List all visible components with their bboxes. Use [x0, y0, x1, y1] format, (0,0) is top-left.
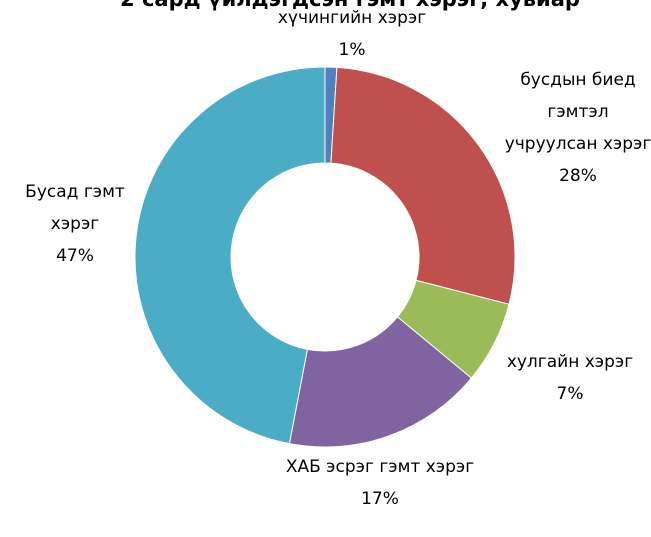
donut-slice — [134, 66, 326, 445]
chart-title: 2 сард үйлдэгдсэн гэмт хэрэг, хувиар — [0, 0, 651, 11]
category-label: бусдын биед гэмтэл учруулсан хэрэг — [504, 70, 651, 154]
category-label: хүчингийн хэрэг — [277, 8, 427, 28]
category-label: хулгайн хэрэг — [506, 352, 634, 372]
value-label: 28% — [559, 166, 597, 186]
slice-label: хулгайн хэрэг 7% — [485, 346, 651, 410]
value-label: 1% — [338, 40, 366, 60]
donut-slice — [330, 66, 516, 305]
slice-label: бусдын биед гэмтэл учруулсан хэрэг 28% — [503, 64, 651, 192]
donut-slice — [288, 316, 473, 448]
slice-label: Бусад гэмт хэрэг 47% — [0, 176, 150, 272]
value-label: 7% — [556, 384, 584, 404]
category-label: ХАБ эсрэг гэмт хэрэг — [285, 457, 475, 477]
category-label: Бусад гэмт хэрэг — [25, 182, 125, 234]
value-label: 47% — [56, 246, 94, 266]
slice-label: ХАБ эсрэг гэмт хэрэг 17% — [275, 451, 485, 515]
slice-label: хүчингийн хэрэг 1% — [277, 2, 427, 66]
value-label: 17% — [361, 489, 399, 509]
